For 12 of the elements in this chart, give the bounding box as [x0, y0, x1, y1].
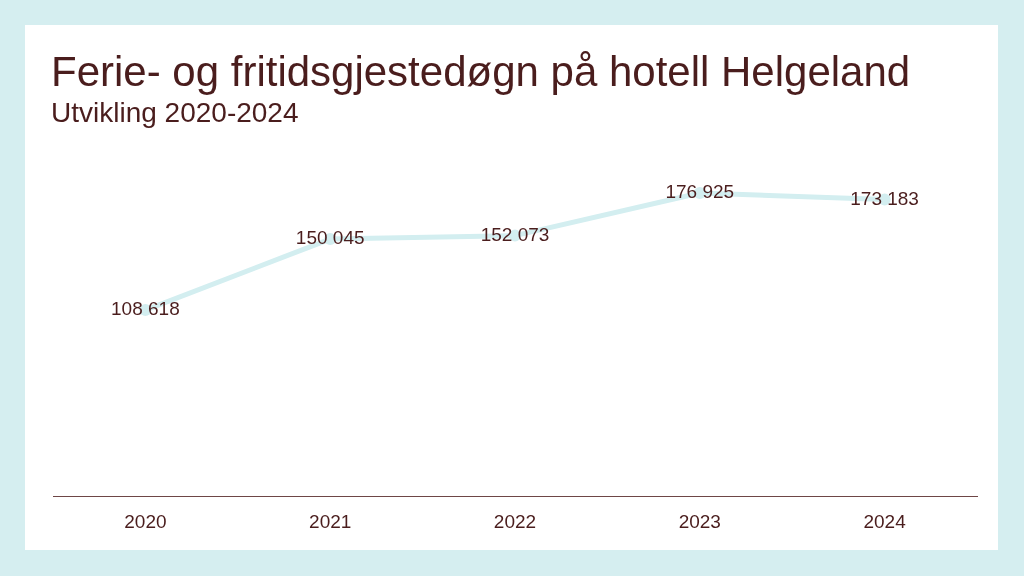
x-tick-label: 2020 — [124, 510, 167, 532]
x-tick-label: 2024 — [863, 510, 907, 532]
x-tick-label: 2021 — [309, 510, 352, 532]
x-tick-label: 2023 — [678, 510, 721, 532]
data-label: 108 618 — [111, 298, 180, 320]
data-label: 176 925 — [665, 181, 735, 203]
chart-title: Ferie- og fritidsgjestedøgn på hotell Helgeland — [51, 48, 911, 95]
chart-subtitle: Utvikling 2020-2024 — [51, 97, 299, 128]
data-label: 150 045 — [295, 227, 365, 249]
data-label: 173 183 — [850, 187, 919, 209]
x-tick-label: 2022 — [493, 510, 537, 532]
data-label: 152 073 — [480, 223, 550, 245]
